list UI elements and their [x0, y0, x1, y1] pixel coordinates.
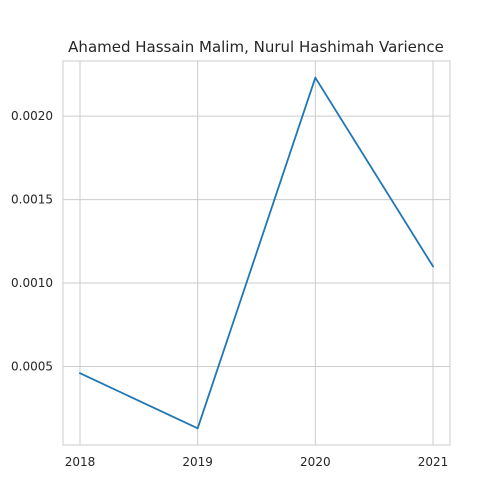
series-line — [79, 76, 434, 430]
y-tick-label: 0.0020 — [11, 109, 53, 123]
plot-frame — [62, 60, 451, 446]
x-axis-ticks: 2018 2019 2020 2021 — [65, 455, 449, 469]
y-tick-label: 0.0005 — [11, 360, 53, 374]
series-layer — [79, 76, 434, 430]
chart-title: Ahamed Hassain Malim, Nurul Hashimah Var… — [68, 38, 444, 56]
data-point — [432, 265, 434, 268]
y-axis-ticks: 0.0005 0.0010 0.0015 0.0020 — [11, 109, 53, 373]
x-tick-label: 2019 — [182, 455, 213, 469]
y-tick-label: 0.0015 — [11, 193, 53, 207]
data-point — [79, 372, 81, 375]
gridlines — [63, 61, 450, 445]
y-tick-label: 0.0010 — [11, 276, 53, 290]
x-tick-label: 2018 — [65, 455, 96, 469]
x-tick-label: 2021 — [418, 455, 449, 469]
data-point — [314, 76, 317, 79]
x-tick-label: 2020 — [300, 455, 331, 469]
data-point — [196, 427, 199, 430]
